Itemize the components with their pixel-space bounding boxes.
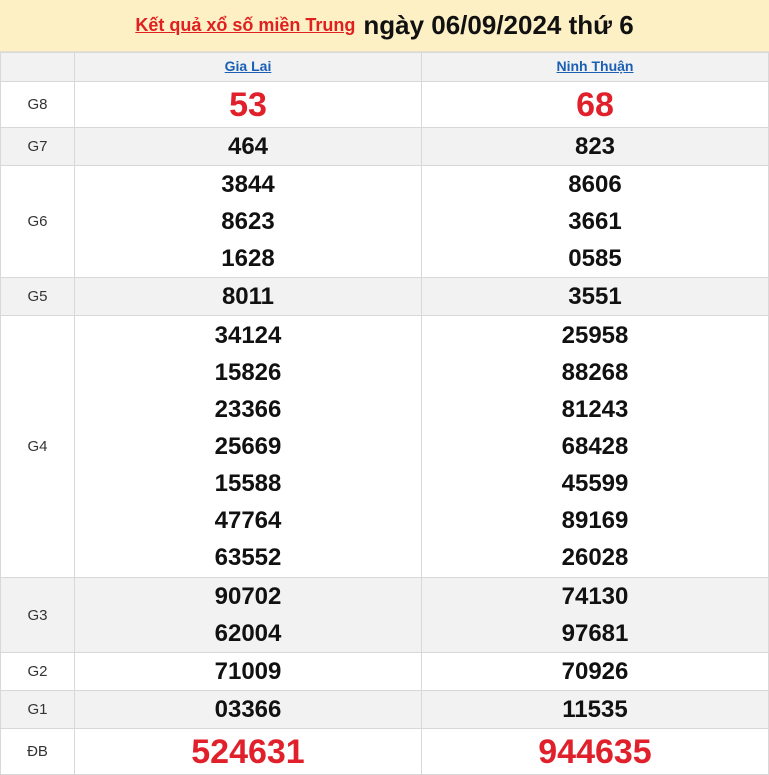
prize-number: 34124 [214,322,282,349]
prize-number: 90702 [214,583,282,610]
prize-number: 8011 [221,283,275,310]
prize-number: 45599 [561,470,629,497]
results-table: Gia Lai Ninh Thuận G8 53 68 G7 464 823 G6 3844 8… [0,52,769,775]
prize-cell: 8011 [74,277,422,316]
prize-number: 68 [576,85,614,124]
draw-date: ngày 06/09/2024 thứ 6 [363,10,634,40]
prize-number: 25958 [561,322,629,349]
prize-label: G2 [0,652,75,691]
prize-number: 26028 [561,544,629,571]
prize-number: 15588 [214,470,282,497]
prize-cell: 71009 [74,652,422,691]
prize-cell: 03366 [74,690,422,729]
prize-number: 63552 [214,544,282,571]
prize-row: G6 3844 8623 1628 8606 3661 0585 [0,165,769,278]
prize-row: G3 90702 62004 74130 97681 [0,577,769,653]
prize-cell: 70926 [421,652,769,691]
prize-cell: 3844 8623 1628 [74,165,422,278]
prize-number: 8623 [221,208,275,235]
prize-cell: 34124 15826 23366 25669 15588 47764 63552 [74,315,422,578]
prize-label: G6 [0,165,75,278]
prize-cell: 53 [74,81,422,128]
prize-number: 70926 [561,658,629,685]
prize-number: 81243 [561,396,629,423]
prize-label: G3 [0,577,75,653]
prize-number: 23366 [214,396,282,423]
prize-label: G4 [0,315,75,578]
province-link-gia-lai[interactable]: Gia Lai [224,58,272,74]
prize-number: 62004 [214,620,282,647]
prize-row: G8 53 68 [0,81,769,128]
prize-number: 47764 [214,507,282,534]
prize-cell: 68 [421,81,769,128]
prize-label: G1 [0,690,75,729]
prize-number: 74130 [561,583,629,610]
prize-cell: 8606 3661 0585 [421,165,769,278]
prize-number: 97681 [561,620,629,647]
region-results-link[interactable]: Kết quả xổ số miền Trung [135,15,356,35]
prize-label: ĐB [0,728,75,775]
prize-row: G1 03366 11535 [0,690,769,729]
prize-number: 68428 [561,433,629,460]
prize-number: 944635 [538,732,652,771]
prize-number: 3551 [568,283,622,310]
prize-number: 88268 [561,359,629,386]
prize-row: G4 34124 15826 23366 25669 15588 47764 63552 259… [0,315,769,578]
prize-number: 15826 [214,359,282,386]
prize-cell: 524631 [74,728,422,775]
prize-cell: 90702 62004 [74,577,422,653]
prize-cell: 464 [74,127,422,166]
prize-number: 1628 [221,245,275,272]
prize-number: 71009 [214,658,282,685]
province-header: Gia Lai [74,52,422,82]
prize-row: G5 8011 3551 [0,277,769,316]
empty-corner [0,52,75,82]
prize-number: 524631 [191,732,305,771]
province-header-row: Gia Lai Ninh Thuận [0,52,769,82]
prize-number: 3661 [568,208,622,235]
prize-cell: 823 [421,127,769,166]
prize-cell: 25958 88268 81243 68428 45599 89169 26028 [421,315,769,578]
prize-number: 0585 [568,245,622,272]
province-link-ninh-thuan[interactable]: Ninh Thuận [556,58,634,74]
prize-cell: 74130 97681 [421,577,769,653]
prize-number: 11535 [562,696,628,723]
prize-row: G7 464 823 [0,127,769,166]
prize-number: 53 [229,85,267,124]
prize-cell: 11535 [421,690,769,729]
province-header: Ninh Thuận [421,52,769,82]
prize-number: 8606 [568,171,622,198]
prize-row: ĐB 524631 944635 [0,728,769,775]
prize-label: G5 [0,277,75,316]
prize-cell: 3551 [421,277,769,316]
prize-number: 25669 [214,433,282,460]
prize-number: 89169 [561,507,629,534]
prize-number: 823 [574,133,616,160]
prize-number: 3844 [221,171,275,198]
prize-row: G2 71009 70926 [0,652,769,691]
prize-label: G8 [0,81,75,128]
prize-number: 464 [227,133,269,160]
prize-label: G7 [0,127,75,166]
prize-cell: 944635 [421,728,769,775]
page-header: Kết quả xổ số miền Trung ngày 06/09/2024… [0,0,769,52]
prize-number: 03366 [214,696,282,723]
